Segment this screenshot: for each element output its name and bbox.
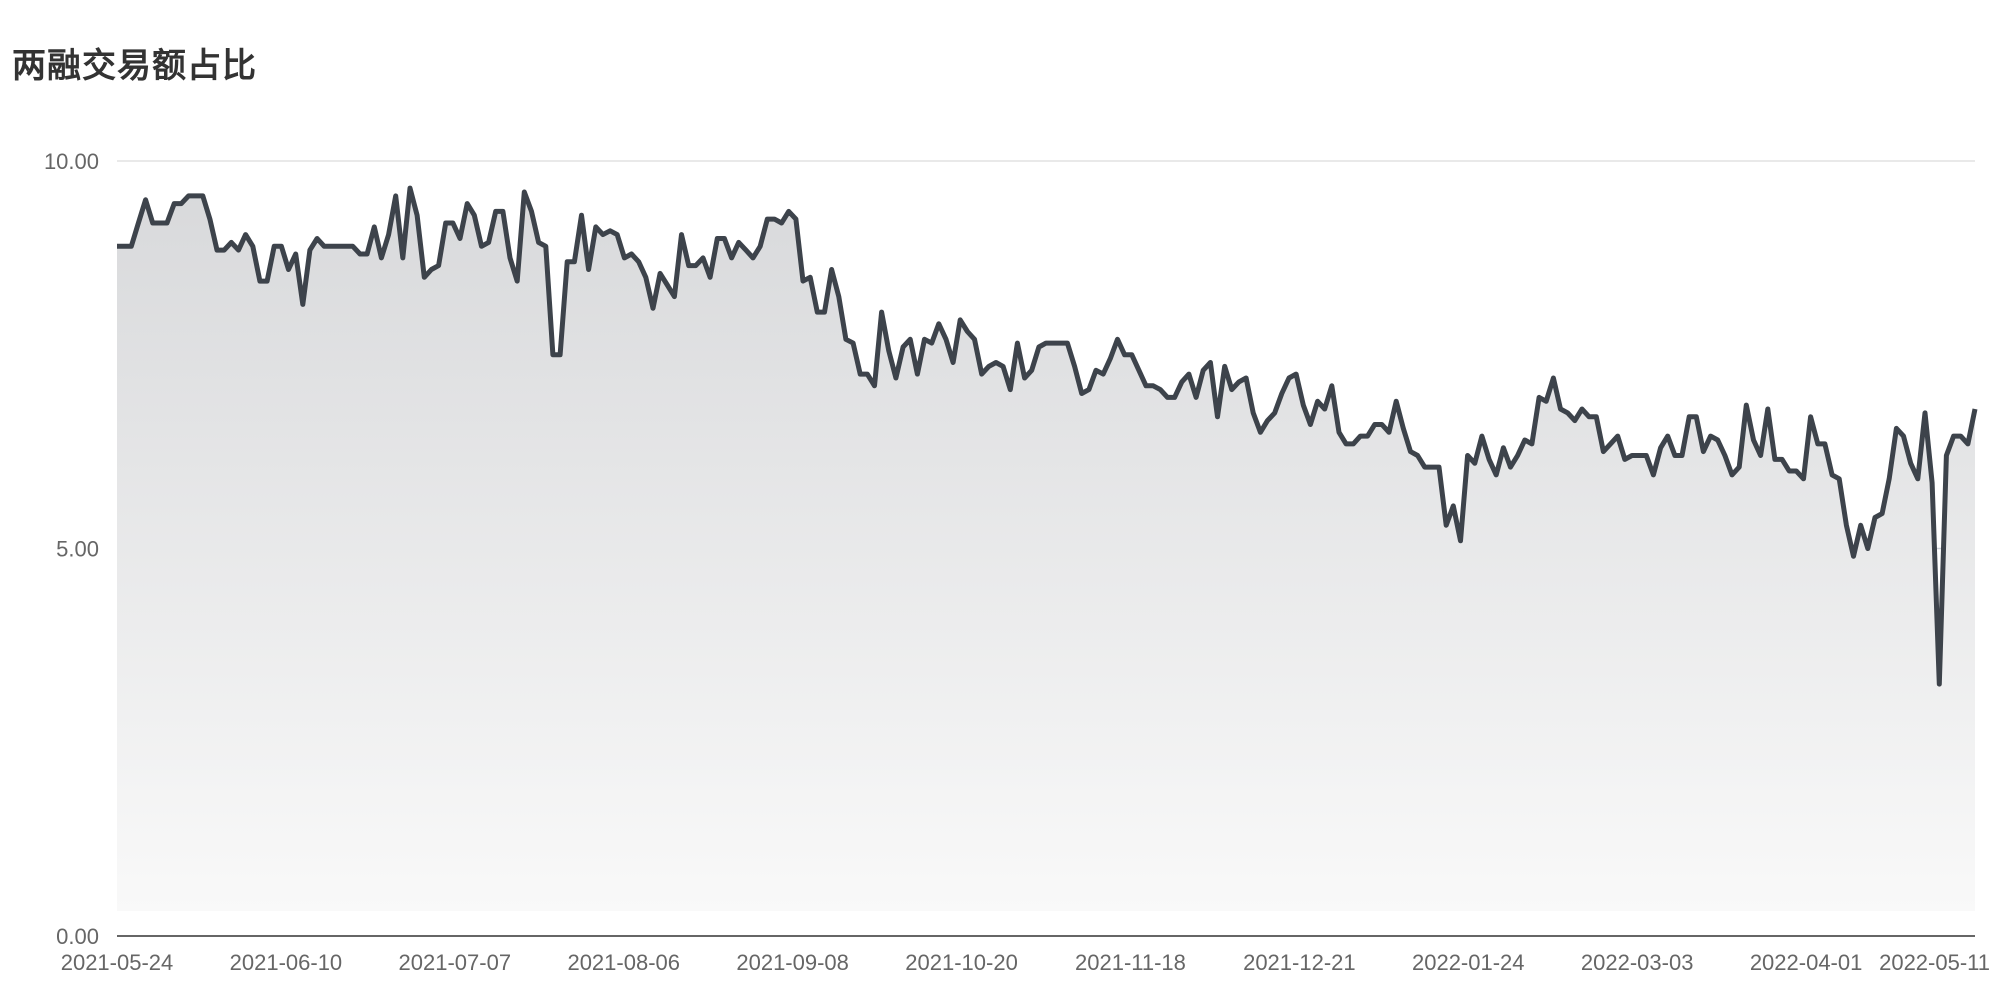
y-axis-labels: 0.00 5.00 10.00	[44, 149, 99, 949]
x-tick-label: 2022-04-01	[1750, 950, 1863, 975]
x-tick-label: 2022-03-03	[1581, 950, 1694, 975]
x-tick-label: 2022-01-24	[1412, 950, 1525, 975]
y-tick-label: 0.00	[56, 924, 99, 949]
y-tick-label: 5.00	[56, 537, 99, 562]
x-tick-label: 2021-09-08	[736, 950, 849, 975]
x-tick-label: 2021-11-18	[1075, 950, 1186, 975]
x-tick-label: 2022-05-11	[1879, 950, 1990, 975]
series-area	[117, 188, 1975, 912]
x-tick-label: 2021-06-10	[230, 950, 343, 975]
x-tick-label: 2021-12-21	[1243, 950, 1356, 975]
x-tick-label: 2021-08-06	[567, 950, 680, 975]
series-line	[117, 185, 1978, 687]
x-tick-label: 2021-07-07	[399, 950, 512, 975]
x-axis-labels: 2021-05-24 2021-06-10 2021-07-07 2021-08-06…	[61, 950, 1990, 975]
chart-title: 两融交易额占比	[12, 46, 257, 86]
y-tick-label: 10.00	[44, 149, 99, 174]
x-tick-label: 2021-05-24	[61, 950, 174, 975]
x-tick-label: 2021-10-20	[905, 950, 1018, 975]
